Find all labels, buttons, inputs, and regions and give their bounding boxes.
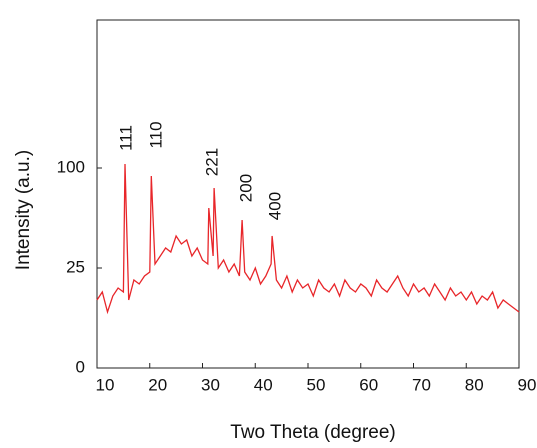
peak-label: 221	[202, 148, 221, 176]
y-tick-label: 100	[57, 157, 85, 176]
plot-frame	[96, 19, 520, 369]
peak-label: 111	[116, 125, 135, 151]
x-tick-label: 70	[412, 375, 431, 394]
y-axis-label: Intensity (a.u.)	[13, 150, 34, 270]
x-tick-label: 60	[359, 375, 378, 394]
x-tick-label: 90	[518, 375, 537, 394]
x-tick-label: 30	[201, 375, 220, 394]
peak-label: 110	[146, 121, 165, 148]
x-tick-label: 40	[254, 375, 273, 394]
x-tick-label: 80	[465, 375, 484, 394]
y-tick-label: 25	[66, 257, 85, 276]
x-tick-label: 20	[148, 375, 167, 394]
y-tick-label: 0	[76, 357, 85, 376]
x-tick-label: 10	[96, 375, 115, 394]
peak-label: 200	[236, 174, 255, 202]
peak-label: 400	[265, 192, 284, 220]
x-tick-label: 50	[307, 375, 326, 394]
data-line	[96, 163, 520, 315]
x-axis-label: Two Theta (degree)	[230, 422, 395, 443]
